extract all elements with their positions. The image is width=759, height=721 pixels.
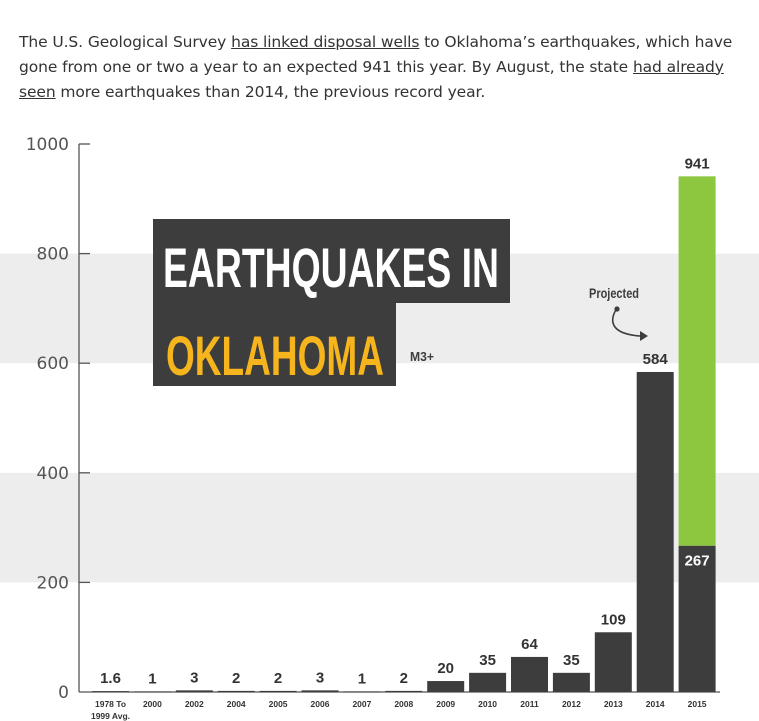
intro-paragraph: The U.S. Geological Survey has linked di… bbox=[19, 30, 749, 105]
x-tick-label: 2010 bbox=[478, 699, 497, 709]
intro-text-1: The U.S. Geological Survey bbox=[19, 32, 232, 51]
bar-2008 bbox=[385, 690, 423, 692]
bar-2015-projected bbox=[678, 176, 716, 546]
grid-band-1 bbox=[0, 472, 759, 583]
chart-subtitle: M3+ bbox=[410, 349, 434, 364]
x-tick-label: 2014 bbox=[646, 699, 665, 709]
x-tick-label: 2005 bbox=[269, 699, 288, 709]
x-tick-label: 1999 Avg. bbox=[91, 711, 130, 721]
x-tick-label: 2013 bbox=[604, 699, 623, 709]
bar-2004 bbox=[217, 690, 255, 692]
intro-text-3: more earthquakes than 2014, the previous… bbox=[55, 82, 486, 101]
x-tick-label: 2006 bbox=[311, 699, 330, 709]
title-box-bottom bbox=[153, 303, 396, 386]
projected-total-label: 941 bbox=[685, 155, 710, 172]
chart-title-line1: EARTHQUAKES IN bbox=[163, 236, 499, 299]
bar-2012 bbox=[552, 672, 590, 692]
x-tick-label: 2002 bbox=[185, 699, 204, 709]
bar-value-label: 2 bbox=[400, 670, 408, 687]
bar-2014 bbox=[636, 371, 674, 692]
y-axis: 0 200 400 600 800 1000 bbox=[26, 135, 720, 703]
bars-group: 1.6 1978 To 1999 Avg. 1 2000 3 2002 2 2004 2 2005 3… bbox=[91, 155, 716, 721]
x-tick-label: 1978 To bbox=[95, 699, 126, 709]
x-tick-label: 2004 bbox=[227, 699, 246, 709]
y-tick-label: 400 bbox=[37, 464, 69, 484]
intro-text-2: to Oklahoma’s earthquakes, which have go… bbox=[19, 32, 733, 76]
y-tick-label: 800 bbox=[37, 245, 69, 265]
bar-2006 bbox=[301, 690, 339, 692]
bar-value-label: 584 bbox=[643, 351, 669, 368]
bar-value-label: 1.6 bbox=[100, 670, 121, 687]
bar-2005 bbox=[259, 690, 297, 692]
bar-value-label: 3 bbox=[190, 669, 198, 686]
x-tick-label: 2008 bbox=[394, 699, 413, 709]
bar-value-label: 2 bbox=[274, 670, 282, 687]
bar-value-label: 267 bbox=[685, 553, 710, 570]
bar-value-label: 64 bbox=[521, 636, 538, 653]
x-tick-label: 2007 bbox=[352, 699, 371, 709]
y-tick-label: 1000 bbox=[26, 135, 69, 155]
projected-annotation: Projected bbox=[589, 285, 648, 341]
x-tick-label: 2000 bbox=[143, 699, 162, 709]
bar-value-label: 1 bbox=[148, 670, 156, 687]
bar-2015 bbox=[678, 545, 716, 692]
projected-label: Projected bbox=[589, 285, 639, 301]
title-box-top bbox=[153, 219, 510, 303]
y-tick-label: 200 bbox=[37, 573, 69, 593]
chart-title-line2: OKLAHOMA bbox=[166, 324, 384, 387]
bar-value-label: 2 bbox=[232, 670, 240, 687]
x-tick-label: 2012 bbox=[562, 699, 581, 709]
link-already-seen[interactable]: had already seen bbox=[19, 57, 724, 101]
projected-arrow-head bbox=[640, 331, 648, 341]
bar-value-label: 109 bbox=[601, 611, 626, 628]
x-tick-label: 2011 bbox=[520, 699, 539, 709]
bar-value-label: 1 bbox=[358, 670, 366, 687]
bar-value-label: 3 bbox=[316, 669, 324, 686]
bar-value-label: 35 bbox=[563, 652, 580, 669]
x-tick-label: 2015 bbox=[688, 699, 707, 709]
link-disposal-wells[interactable]: has linked disposal wells bbox=[231, 32, 420, 51]
bar-2009 bbox=[427, 681, 465, 692]
bar-2010 bbox=[469, 672, 507, 692]
y-tick-label: 0 bbox=[58, 683, 69, 703]
bar-2007 bbox=[343, 691, 381, 693]
bar-2000 bbox=[133, 691, 171, 693]
bar-2002 bbox=[175, 690, 213, 692]
bar-2011 bbox=[511, 656, 548, 692]
x-tick-label: 2009 bbox=[436, 699, 455, 709]
projected-arrow bbox=[612, 307, 641, 337]
bar-1978 To-1999 Avg. bbox=[92, 691, 129, 692]
y-tick-label: 600 bbox=[37, 354, 69, 374]
bar-value-label: 35 bbox=[479, 652, 496, 669]
title-block: EARTHQUAKES IN OKLAHOMA M3+ bbox=[153, 219, 510, 387]
projected-arrow-dot bbox=[614, 306, 620, 312]
bar-2013 bbox=[594, 632, 632, 692]
bar-value-label: 20 bbox=[437, 660, 454, 677]
